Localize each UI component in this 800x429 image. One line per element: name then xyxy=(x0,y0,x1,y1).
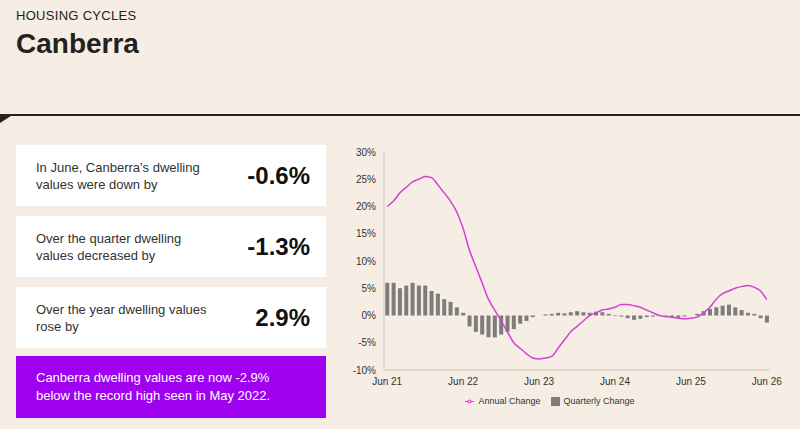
html-text:2.9%: 2.9% xyxy=(255,303,310,331)
svg-text:15%: 15% xyxy=(356,228,376,239)
html-text:Quarterly Change: Quarterly Change xyxy=(563,396,635,406)
svg-text:-5%: -5% xyxy=(358,337,376,348)
svg-text:20%: 20% xyxy=(356,201,376,212)
svg-text:Jun 21: Jun 21 xyxy=(372,376,402,387)
svg-text:30%: 30% xyxy=(356,147,376,158)
svg-text:10%: 10% xyxy=(356,256,376,267)
html-text:Over the quarter dwelling valu: Over the quarter dwelling values decreas… xyxy=(36,230,182,263)
html-text:In June, Canberra's dwelling v: In June, Canberra's dwelling values were… xyxy=(36,159,200,192)
html-text:HOUSING CYCLES: HOUSING CYCLES xyxy=(16,8,137,23)
svg-text:Jun 23: Jun 23 xyxy=(524,376,554,387)
svg-text:Jun 22: Jun 22 xyxy=(448,376,478,387)
svg-text:Jun 24: Jun 24 xyxy=(600,376,630,387)
svg-text:5%: 5% xyxy=(362,283,377,294)
html-text:Canberra dwelling values are n: Canberra dwelling values are now -2.9% b… xyxy=(36,370,271,403)
html-text:-1.3%: -1.3% xyxy=(247,232,310,260)
svg-text:Jun 25: Jun 25 xyxy=(676,376,706,387)
svg-text:0%: 0% xyxy=(362,310,377,321)
html-text:Canberra: Canberra xyxy=(16,28,139,59)
svg-text:-10%: -10% xyxy=(353,365,376,376)
html-text:Over the year dwelling values: Over the year dwelling values rose by xyxy=(36,301,207,334)
html-text:Annual Change: Annual Change xyxy=(478,396,541,406)
svg-text:Jun 26: Jun 26 xyxy=(752,376,782,387)
svg-text:25%: 25% xyxy=(356,174,376,185)
html-text:-0.6%: -0.6% xyxy=(247,161,310,189)
